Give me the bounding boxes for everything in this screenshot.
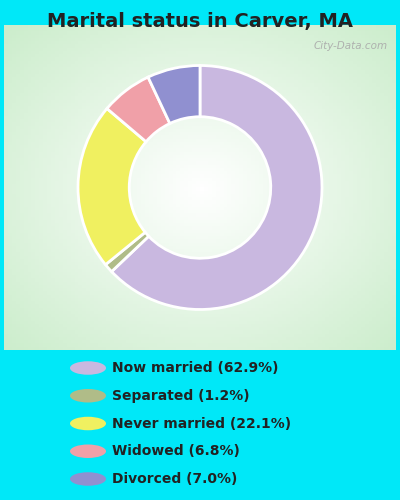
Wedge shape	[107, 77, 170, 142]
Wedge shape	[106, 232, 149, 272]
Circle shape	[70, 444, 106, 458]
Text: City-Data.com: City-Data.com	[314, 42, 388, 51]
Wedge shape	[78, 108, 146, 264]
Circle shape	[70, 417, 106, 430]
Circle shape	[70, 361, 106, 375]
Text: Marital status in Carver, MA: Marital status in Carver, MA	[47, 12, 353, 32]
Wedge shape	[112, 66, 322, 310]
Text: Widowed (6.8%): Widowed (6.8%)	[112, 444, 240, 458]
Text: Divorced (7.0%): Divorced (7.0%)	[112, 472, 237, 486]
Text: Never married (22.1%): Never married (22.1%)	[112, 416, 291, 430]
Circle shape	[70, 389, 106, 402]
Text: Now married (62.9%): Now married (62.9%)	[112, 361, 278, 375]
Wedge shape	[148, 66, 200, 124]
Circle shape	[70, 472, 106, 486]
Text: Separated (1.2%): Separated (1.2%)	[112, 389, 250, 403]
